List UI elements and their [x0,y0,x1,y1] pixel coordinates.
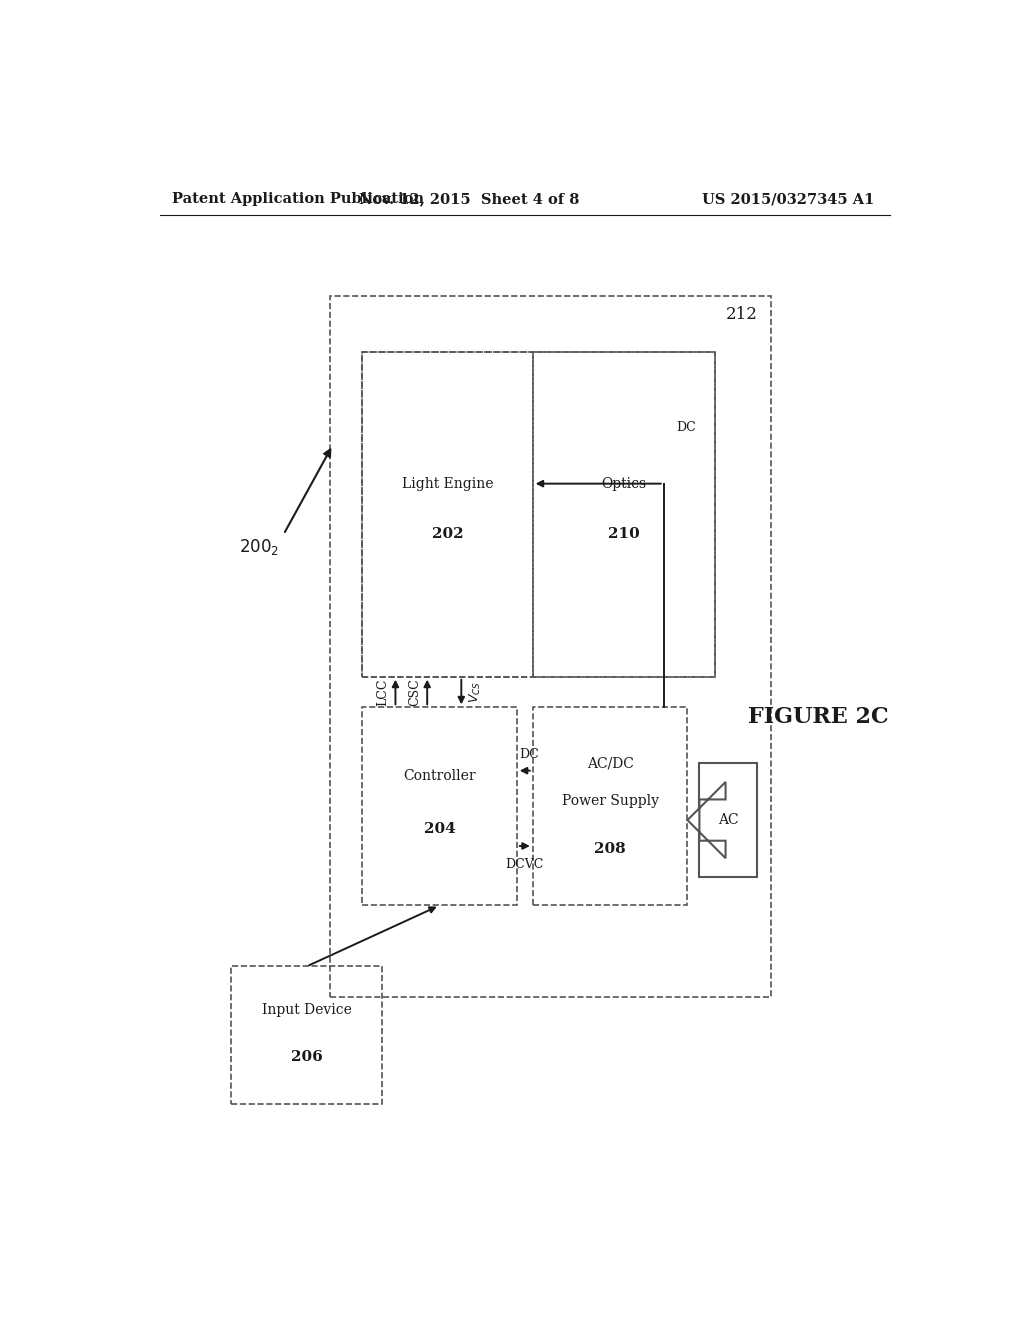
FancyArrow shape [687,781,726,858]
Text: Optics: Optics [601,477,646,491]
Text: Patent Application Publication: Patent Application Publication [172,191,424,206]
Text: AC: AC [718,813,738,828]
Text: US 2015/0327345 A1: US 2015/0327345 A1 [701,191,873,206]
Text: LCC: LCC [376,678,389,706]
Text: FIGURE 2C: FIGURE 2C [749,706,889,729]
Text: Input Device: Input Device [261,1003,351,1016]
Text: CSC: CSC [408,678,421,706]
Text: Power Supply: Power Supply [561,795,658,808]
Bar [532,351,716,677]
Text: 204: 204 [424,822,456,836]
Text: 212: 212 [725,306,758,323]
Text: 206: 206 [291,1051,323,1064]
Bar [532,708,687,906]
Text: 208: 208 [594,842,626,857]
Bar [362,351,715,677]
Text: Light Engine: Light Engine [401,477,494,491]
Bar [362,708,517,906]
Bar [331,296,771,997]
Text: $V_{CS}$: $V_{CS}$ [468,681,483,704]
Text: DCVC: DCVC [506,858,544,871]
Text: 210: 210 [608,528,640,541]
Text: DC: DC [519,748,539,760]
Text: AC/DC: AC/DC [587,756,634,771]
Text: Nov. 12, 2015  Sheet 4 of 8: Nov. 12, 2015 Sheet 4 of 8 [359,191,580,206]
Bar [362,351,532,677]
Text: $200_2$: $200_2$ [239,537,279,557]
Text: Controller: Controller [403,768,476,783]
Bar [699,763,757,876]
Bar [231,966,382,1104]
Text: DC: DC [676,421,695,434]
Text: 202: 202 [431,528,463,541]
